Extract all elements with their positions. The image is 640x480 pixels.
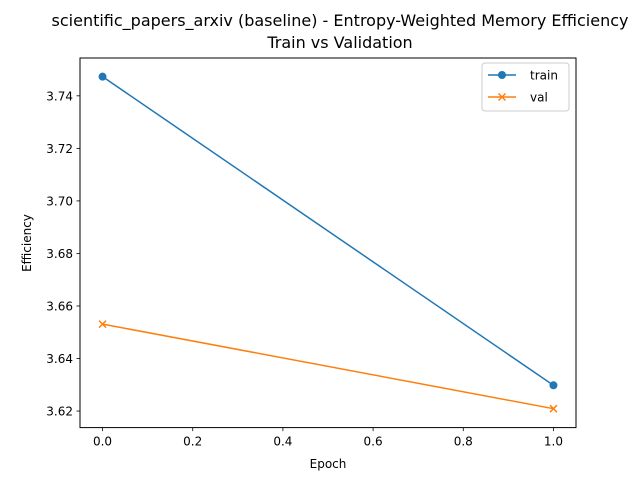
point-train [549, 381, 558, 390]
x-tick-label: 0.4 [273, 435, 292, 449]
point-val [549, 404, 558, 413]
y-tick-label: 3.64 [46, 352, 73, 366]
y-tick-label: 3.74 [46, 89, 73, 103]
plot-area [98, 72, 558, 413]
series-line-val [102, 323, 554, 410]
point-train [98, 72, 107, 81]
series-line-train [102, 76, 554, 386]
x-tick-label: 0.8 [454, 435, 473, 449]
y-tick-label: 3.62 [46, 405, 73, 419]
x-axis-label: Epoch [310, 457, 347, 471]
legend: train val [481, 62, 570, 112]
y-axis-label: Efficiency [20, 214, 34, 272]
axis-ticks: 0.0 0.2 0.4 0.6 0.8 1.0 3.62 3.64 3.66 3.68 3.70 3.… [46, 89, 563, 448]
legend-marker-train [498, 71, 506, 79]
point-val [98, 320, 107, 329]
legend-label-train: train [530, 69, 558, 83]
x-tick-label: 0.0 [93, 435, 112, 449]
x-tick-label: 0.6 [364, 435, 383, 449]
x-tick-label: 0.2 [183, 435, 202, 449]
y-tick-label: 3.68 [46, 247, 73, 261]
axes-frame [79, 57, 577, 429]
chart-title-line1: scientific_papers_arxiv (baseline) - Ent… [52, 11, 629, 31]
y-tick-label: 3.72 [46, 142, 73, 156]
legend-marker-val [497, 92, 507, 102]
chart-title-line2: Train vs Validation [266, 33, 412, 52]
legend-label-val: val [530, 91, 548, 105]
y-tick-label: 3.70 [46, 194, 73, 208]
x-tick-label: 1.0 [544, 435, 563, 449]
y-tick-label: 3.66 [46, 299, 73, 313]
